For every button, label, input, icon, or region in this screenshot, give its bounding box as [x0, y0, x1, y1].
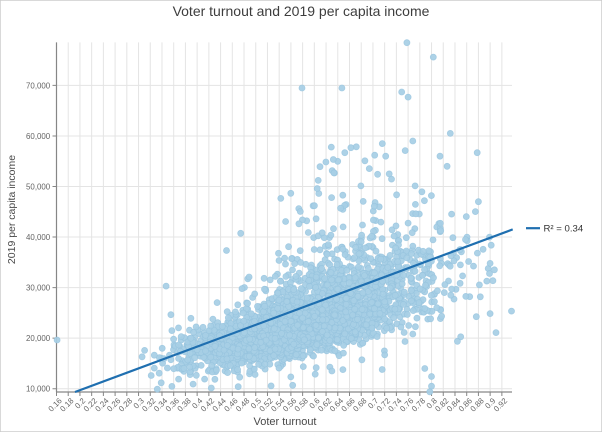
svg-text:R² = 0.34: R² = 0.34	[544, 224, 584, 235]
svg-text:20,000: 20,000	[26, 334, 51, 343]
svg-text:60,000: 60,000	[26, 132, 51, 141]
svg-text:Voter turnout and 2019 per cap: Voter turnout and 2019 per capita income	[173, 3, 430, 19]
svg-text:40,000: 40,000	[26, 233, 51, 242]
svg-text:30,000: 30,000	[26, 284, 51, 293]
svg-text:50,000: 50,000	[26, 183, 51, 192]
svg-text:Voter turnout: Voter turnout	[254, 416, 317, 428]
svg-text:70,000: 70,000	[26, 81, 51, 90]
svg-text:2019 per capita income: 2019 per capita income	[6, 155, 18, 264]
svg-text:10,000: 10,000	[26, 385, 51, 394]
